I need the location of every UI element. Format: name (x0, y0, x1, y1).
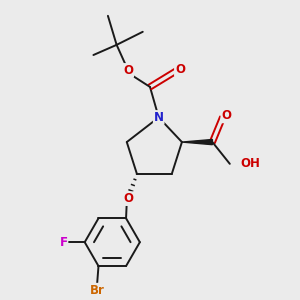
Text: Br: Br (90, 284, 104, 297)
Text: F: F (59, 236, 68, 249)
Text: O: O (175, 63, 185, 76)
Polygon shape (182, 140, 212, 145)
Text: O: O (123, 192, 133, 205)
Text: OH: OH (241, 157, 261, 170)
Text: O: O (221, 110, 231, 122)
Text: N: N (154, 111, 164, 124)
Text: O: O (123, 64, 133, 77)
